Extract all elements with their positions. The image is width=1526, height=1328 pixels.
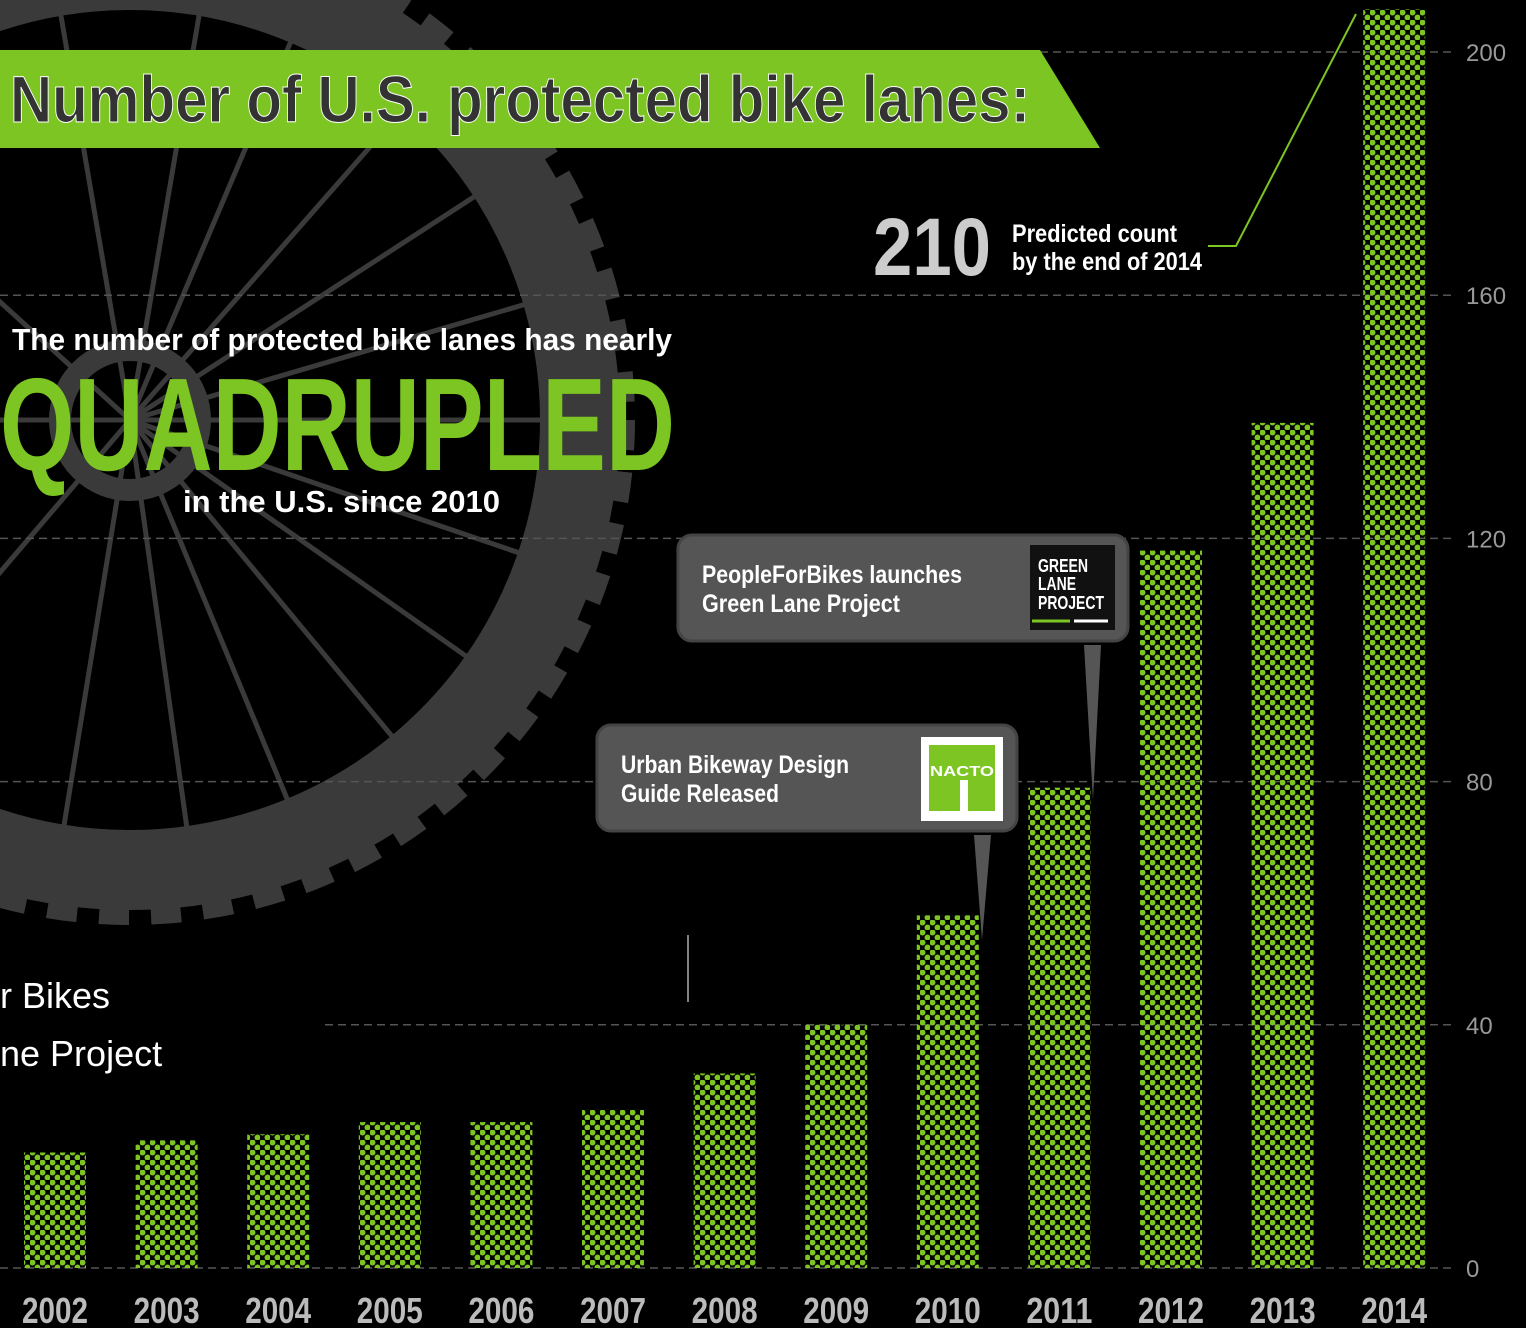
x-tick-label: 2005 [357,1290,423,1328]
callout-text: Urban Bikeway Design [621,751,849,779]
bar [582,1109,644,1268]
bar [1028,787,1091,1268]
plot-area: 0 40 80 120 160 200 2002 2003 2004 2005 2006 2007 20… [0,9,1506,1328]
y-tick-label: 120 [1466,526,1506,553]
x-tick-label: 2003 [134,1290,200,1328]
callout: Urban Bikeway Design Guide Released NACT… [595,723,1019,940]
bar [1363,9,1426,1269]
x-tick-label: 2002 [22,1290,88,1328]
prediction-text: Predicted count [1012,220,1178,248]
x-tick-label: 2011 [1026,1290,1092,1328]
y-tick-label: 40 [1466,1013,1493,1040]
logo-text: GREEN [1038,556,1088,576]
x-tick-label: 2009 [803,1290,869,1328]
bar [358,1122,421,1268]
overlay-text: r Bikes [0,975,110,1016]
bar [805,1024,868,1268]
logo-text: LANE [1038,574,1076,594]
callout-text: Guide Released [621,780,779,808]
y-tick-label: 80 [1466,770,1493,797]
logo-text: NACTO [930,763,994,780]
bar [470,1122,533,1268]
x-tick-label: 2014 [1361,1290,1427,1328]
chart-title: Number of U.S. protected bike lanes: [10,62,1030,136]
bar [916,915,979,1268]
leader-line [1208,13,1357,247]
callout-text: Green Lane Project [702,590,901,618]
title-banner [0,50,1100,148]
bar [693,1073,756,1268]
y-tick-label: 0 [1466,1256,1479,1283]
x-tick-label: 2010 [915,1290,981,1328]
headline-big: QUADRUPLED [0,351,675,498]
overlay-text: ne Project [0,1033,162,1074]
y-tick-label: 160 [1466,283,1506,310]
overlay-box [0,955,320,1085]
callout: PeopleForBikes launches Green Lane Proje… [676,533,1130,800]
logo-text: PROJECT [1038,593,1104,613]
prediction-number: 210 [873,202,991,293]
x-tick-label: 2004 [245,1290,311,1328]
x-tick-label: 2012 [1138,1290,1204,1328]
x-tick-label: 2013 [1250,1290,1316,1328]
headline-intro: The number of protected bike lanes has n… [12,322,673,357]
bar [1251,422,1314,1268]
x-tick-label: 2006 [468,1290,534,1328]
x-tick-label: 2008 [692,1290,758,1328]
bar [247,1134,310,1268]
bar [1140,550,1202,1268]
bar [135,1140,198,1268]
x-tick-label: 2007 [580,1290,646,1328]
prediction-text: by the end of 2014 [1012,248,1202,276]
bar [24,1152,86,1268]
headline-outro: in the U.S. since 2010 [183,484,500,519]
y-tick-label: 200 [1466,40,1506,67]
callout-text: PeopleForBikes launches [702,561,962,589]
